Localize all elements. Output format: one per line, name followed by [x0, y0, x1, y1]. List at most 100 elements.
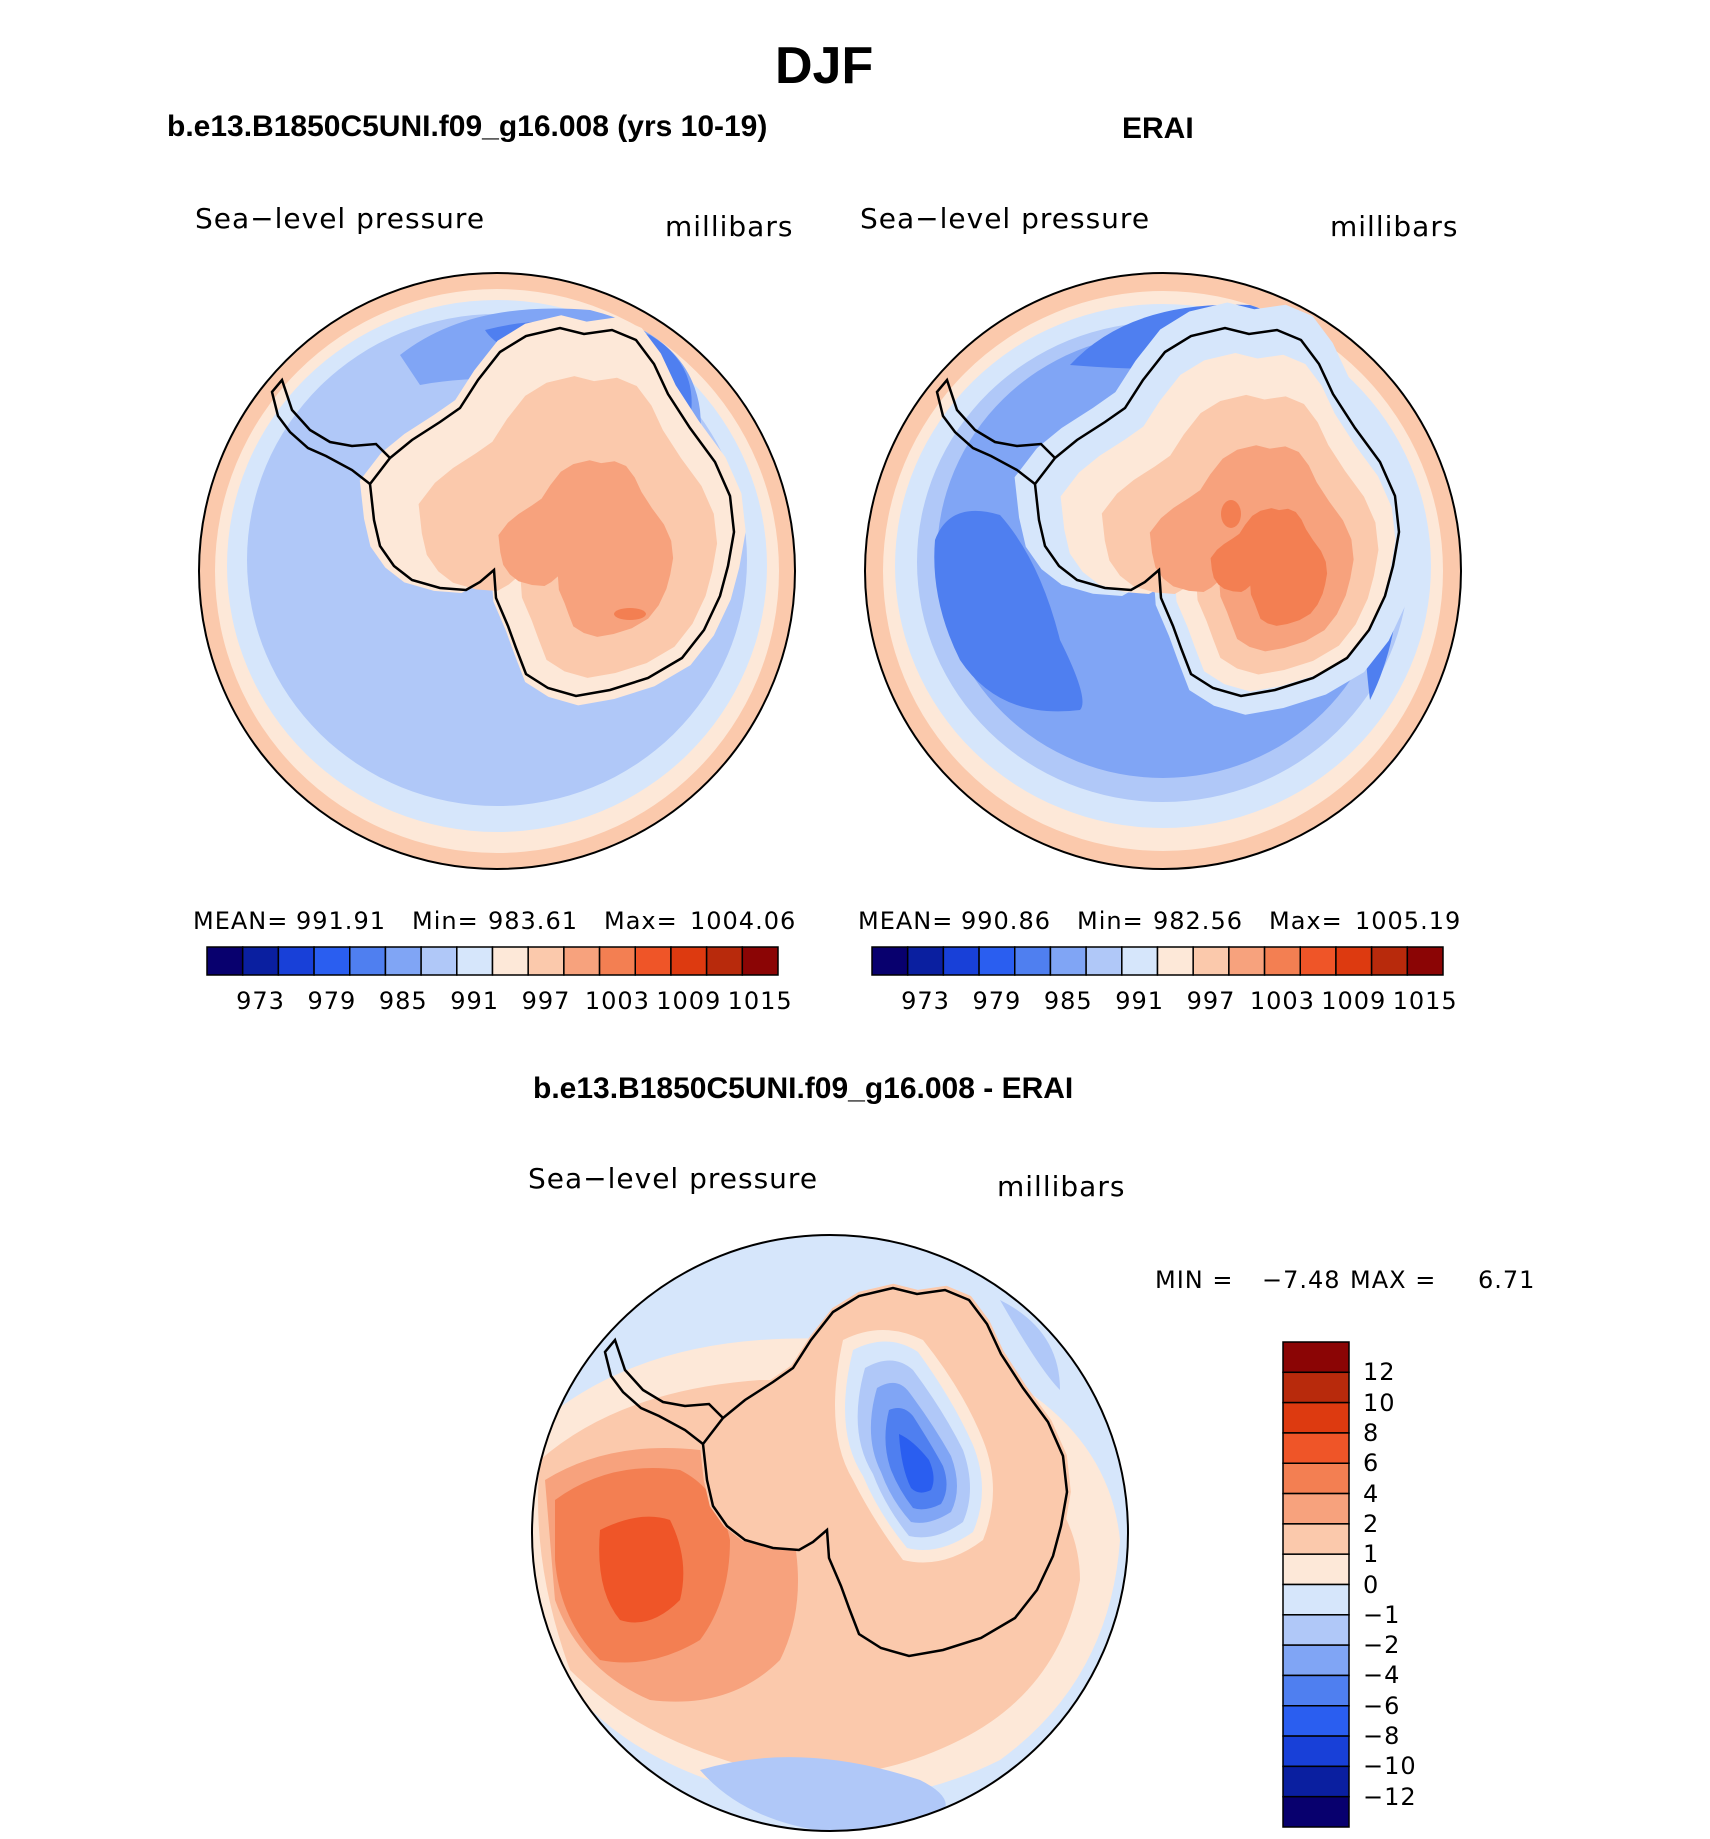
colorbar-swatch [313, 946, 351, 976]
panel2-colorbar [871, 946, 1444, 976]
colorbar-tick-label: 0 [1363, 1570, 1380, 1599]
panel3-title: b.e13.B1850C5UNI.f09_g16.008 - ERAI [533, 1072, 1074, 1105]
panel2-variable-label: Sea−level pressure [860, 202, 1151, 235]
panel2-max-label: Max= [1269, 907, 1343, 935]
panel2-min-label: Min= [1077, 907, 1144, 935]
colorbar-swatch [1049, 946, 1087, 976]
colorbar-tick-label: 10 [1363, 1388, 1396, 1417]
colorbar-swatch [349, 946, 387, 976]
colorbar-tick-label: 985 [378, 987, 428, 1015]
panel3-map [532, 1235, 1128, 1831]
panel3-min-label: MIN = [1155, 1266, 1234, 1294]
panel1-mean-label: MEAN= [193, 907, 289, 935]
colorbar-swatch [1263, 946, 1301, 976]
panel1-min-label: Min= [412, 907, 479, 935]
panel3-map-border [531, 1234, 1129, 1832]
colorbar-tick-label: −12 [1363, 1782, 1417, 1811]
colorbar-swatch [1282, 1705, 1350, 1737]
panel1-colorbar [206, 946, 779, 976]
panel1-units-label: millibars [665, 210, 794, 243]
colorbar-tick-label: 985 [1043, 987, 1093, 1015]
colorbar-tick-label: 973 [236, 987, 285, 1015]
panel3-colorbar [1282, 1341, 1350, 1828]
colorbar-tick-label: −6 [1363, 1691, 1401, 1720]
panel1-mean-value: 991.91 [296, 907, 386, 935]
colorbar-swatch [1282, 1765, 1350, 1798]
colorbar-tick-label: −4 [1363, 1661, 1401, 1690]
colorbar-swatch [1282, 1432, 1350, 1464]
panel2-map [865, 273, 1461, 869]
colorbar-swatch [1282, 1553, 1350, 1586]
colorbar-tick-label: 1003 [1249, 987, 1315, 1015]
colorbar-swatch [741, 946, 779, 976]
colorbar-swatch [942, 946, 980, 976]
colorbar-swatch [456, 946, 494, 976]
colorbar-tick-label: 1009 [656, 987, 722, 1015]
colorbar-swatch [634, 946, 672, 976]
colorbar-swatch [598, 946, 636, 976]
colorbar-swatch [1228, 946, 1266, 976]
panel1-max-label: Max= [604, 907, 678, 935]
colorbar-swatch [1282, 1523, 1350, 1555]
colorbar-swatch [1282, 1644, 1350, 1677]
panel2-mean-label: MEAN= [858, 907, 954, 935]
colorbar-swatch [1282, 1492, 1350, 1525]
colorbar-swatch [1282, 1795, 1350, 1828]
colorbar-swatch [978, 946, 1016, 976]
panel1-map-border [198, 272, 796, 870]
colorbar-tick-label: 2 [1363, 1509, 1380, 1538]
colorbar-swatch [420, 946, 458, 976]
colorbar-swatch [906, 946, 945, 976]
figure-title: DJF [775, 37, 874, 95]
panel3-variable-label: Sea−level pressure [528, 1162, 819, 1195]
colorbar-tick-label: −1 [1363, 1600, 1401, 1629]
panel3-min-value: −7.48 [1262, 1266, 1341, 1294]
panel3-units-label: millibars [997, 1170, 1126, 1203]
colorbar-swatch [1282, 1583, 1350, 1616]
colorbar-swatch [206, 946, 244, 976]
colorbar-tick-label: 1015 [727, 987, 793, 1015]
panel1-variable-label: Sea−level pressure [195, 202, 486, 235]
colorbar-tick-label: 1009 [1321, 987, 1387, 1015]
colorbar-tick-label: 4 [1363, 1479, 1380, 1508]
colorbar-swatch [1192, 946, 1230, 976]
colorbar-swatch [705, 946, 744, 976]
colorbar-tick-label: 991 [450, 987, 500, 1015]
colorbar-tick-label: −2 [1363, 1631, 1401, 1660]
colorbar-swatch [1282, 1462, 1350, 1495]
colorbar-swatch [1299, 946, 1337, 976]
colorbar-swatch [241, 946, 280, 976]
panel1-min-value: 983.61 [488, 907, 578, 935]
colorbar-swatch [1335, 946, 1373, 976]
colorbar-swatch [871, 946, 909, 976]
colorbar-tick-label: −8 [1363, 1722, 1401, 1751]
colorbar-tick-label: 979 [972, 987, 1022, 1015]
colorbar-tick-label: 1015 [1392, 987, 1458, 1015]
panel2-map-border [864, 272, 1462, 870]
colorbar-tick-label: 973 [901, 987, 950, 1015]
colorbar-tick-label: 8 [1363, 1418, 1380, 1447]
colorbar-swatch [1156, 946, 1194, 976]
panel1-title: b.e13.B1850C5UNI.f09_g16.008 (yrs 10-19) [167, 110, 768, 143]
colorbar-tick-label: 12 [1363, 1358, 1396, 1387]
panel2-units-label: millibars [1330, 210, 1459, 243]
colorbar-tick-label: 6 [1363, 1449, 1380, 1478]
colorbar-tick-label: 979 [307, 987, 357, 1015]
colorbar-swatch [1282, 1735, 1350, 1768]
colorbar-tick-label: 997 [521, 987, 571, 1015]
colorbar-swatch [277, 946, 315, 976]
colorbar-swatch [1282, 1371, 1350, 1404]
colorbar-tick-label: 1003 [584, 987, 650, 1015]
panel1-max-value: 1004.06 [690, 907, 797, 935]
panel2-min-value: 982.56 [1153, 907, 1243, 935]
colorbar-swatch [527, 946, 565, 976]
panel2-mean-value: 990.86 [961, 907, 1051, 935]
panel2-max-value: 1005.19 [1355, 907, 1462, 935]
colorbar-swatch [1282, 1401, 1350, 1434]
colorbar-tick-label: −10 [1363, 1752, 1417, 1781]
colorbar-swatch [1085, 946, 1123, 976]
colorbar-swatch [1406, 946, 1444, 976]
colorbar-swatch [384, 946, 422, 976]
colorbar-swatch [1014, 946, 1052, 976]
colorbar-swatch [1282, 1614, 1350, 1646]
